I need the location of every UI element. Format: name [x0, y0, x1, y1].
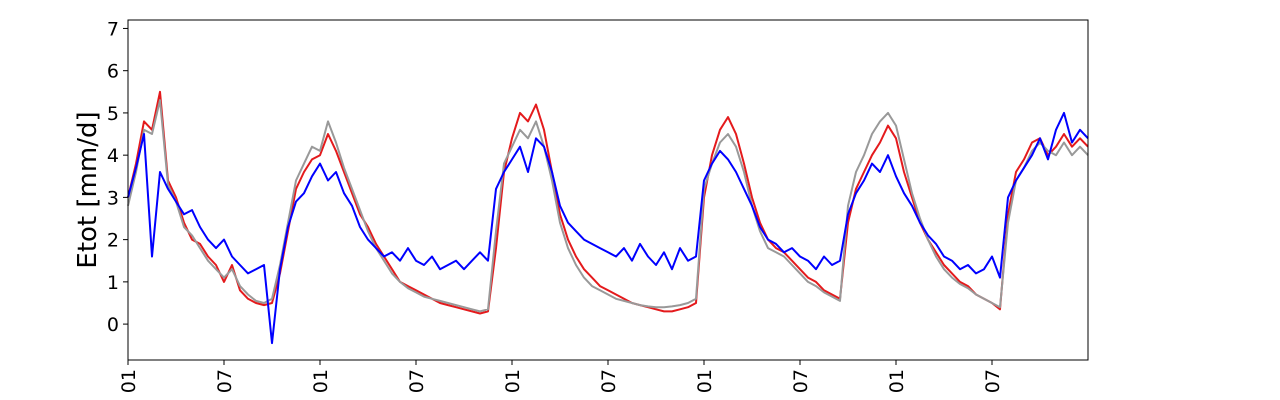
- x-tick-label: 07: [982, 369, 1004, 393]
- y-tick-label: 0: [107, 314, 119, 336]
- x-axis: 01 07 01 07 01 07 01 07 01 07: [118, 360, 1004, 393]
- x-tick-label: 01: [310, 369, 332, 393]
- y-axis-label: Etot [mm/d]: [73, 111, 103, 268]
- x-tick-label: 07: [406, 369, 428, 393]
- plot-frame: [127, 19, 1089, 361]
- series-line-2: [127, 99, 1089, 313]
- y-tick-label: 3: [107, 187, 119, 209]
- y-tick-label: 7: [107, 18, 119, 40]
- x-tick-label: 01: [502, 369, 524, 393]
- y-tick-label: 2: [107, 230, 119, 252]
- series-line-3: [127, 111, 1089, 345]
- y-tick-label: 1: [107, 272, 119, 294]
- x-tick-label: 01: [886, 369, 908, 393]
- x-tick-label: 01: [694, 369, 716, 393]
- x-tick-label: 01: [118, 369, 140, 393]
- plot-series: [127, 90, 1089, 345]
- series-line-1: [127, 90, 1089, 315]
- x-tick-label: 07: [214, 369, 236, 393]
- x-tick-label: 07: [598, 369, 620, 393]
- y-axis: 0 1 2 3 4 5 6 7: [107, 18, 128, 336]
- y-tick-label: 4: [107, 145, 119, 167]
- x-tick-label: 07: [790, 369, 812, 393]
- y-tick-label: 6: [107, 61, 119, 83]
- y-tick-label: 5: [107, 103, 119, 125]
